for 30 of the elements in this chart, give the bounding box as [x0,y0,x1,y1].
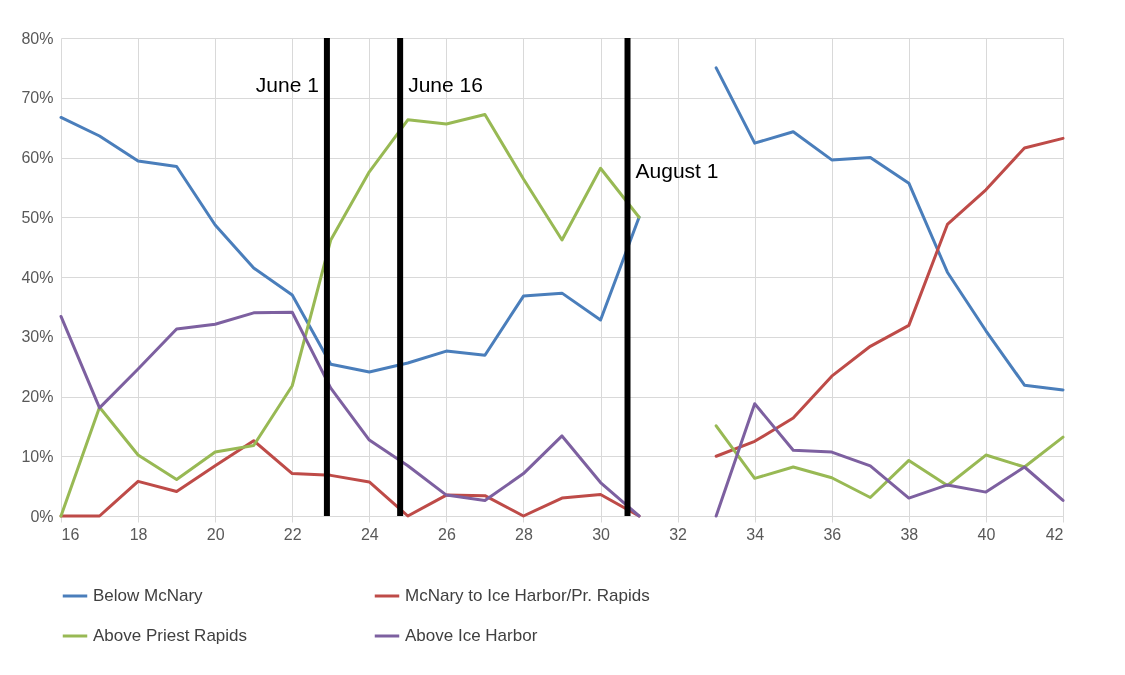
ref-line-label: June 1 [255,72,319,96]
y-tick-label: 10% [21,447,54,465]
y-tick-label: 30% [21,328,54,346]
x-tick-label: 38 [900,525,919,543]
y-tick-label: 50% [21,208,54,226]
y-tick-label: 70% [21,89,54,107]
legend-label: Below McNary [93,586,204,605]
x-tick-label: 42 [1045,525,1064,543]
x-tick-label: 26 [437,525,456,543]
y-tick-label: 0% [30,507,54,525]
legend-label: McNary to Ice Harbor/Pr. Rapids [405,586,650,605]
ref-line-label: August 1 [635,158,719,182]
x-tick-label: 18 [129,525,148,543]
x-tick-label: 20 [206,525,225,543]
x-tick-label: 36 [823,525,842,543]
y-tick-label: 20% [21,388,54,405]
x-tick-label: 24 [360,525,379,543]
legend-label: Above Priest Rapids [93,626,248,645]
x-tick-label: 32 [669,525,688,543]
y-tick-label: 80% [21,29,54,47]
y-tick-label: 40% [21,268,54,286]
ref-line-label: June 16 [408,72,483,96]
x-tick-label: 28 [515,525,533,543]
x-tick-label: 34 [746,525,765,543]
y-tick-label: 60% [21,149,54,166]
x-tick-label: 22 [283,525,302,543]
x-tick-label: 16 [61,525,80,543]
legend-label: Above Ice Harbor [405,626,538,645]
x-tick-label: 30 [592,525,611,543]
x-tick-label: 40 [977,525,996,543]
